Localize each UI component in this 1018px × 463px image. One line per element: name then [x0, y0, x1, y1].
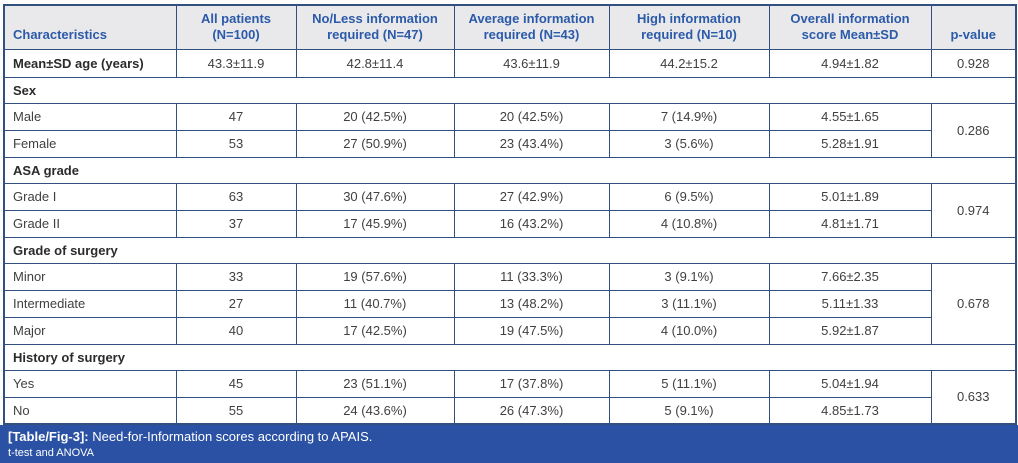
cell: 47 — [175, 102, 297, 131]
cell: 17 (42.5%) — [295, 316, 455, 345]
table-caption-text: Need-for-Information scores according to… — [88, 429, 373, 444]
apais-table-container: Characteristics All patients (N=100) No/… — [3, 4, 1017, 425]
cell: 55 — [175, 396, 297, 425]
section-row: ASA grade — [3, 156, 1017, 184]
cell: 5.04±1.94 — [768, 369, 932, 398]
col-header-all-patients: All patients (N=100) — [175, 4, 297, 50]
cell: 43.3±11.9 — [175, 48, 297, 78]
cell: 4.85±1.73 — [768, 396, 932, 425]
cell: 23 (51.1%) — [295, 369, 455, 398]
p-value-cell: 0.678 — [930, 262, 1017, 345]
cell: 45 — [175, 369, 297, 398]
cell: 6 (9.5%) — [608, 182, 770, 211]
table-row: Grade II 37 17 (45.9%) 16 (43.2%) 4 (10.… — [3, 209, 1016, 238]
cell: 5.92±1.87 — [768, 316, 932, 345]
cell: 19 (57.6%) — [295, 262, 455, 291]
cell: 27 (50.9%) — [295, 129, 455, 158]
cell: 40 — [175, 316, 297, 345]
cell: 43.6±11.9 — [453, 48, 610, 78]
cell: 24 (43.6%) — [295, 396, 455, 425]
cell: 20 (42.5%) — [453, 102, 610, 131]
cell: 33 — [175, 262, 297, 291]
table-caption-tag: [Table/Fig-3]: — [8, 429, 89, 444]
cell: 4.55±1.65 — [768, 102, 932, 131]
p-value-cell: 0.974 — [930, 182, 1017, 238]
col-header-no-less-info: No/Less information required (N=47) — [295, 4, 455, 50]
table-row: Yes 45 23 (51.1%) 17 (37.8%) 5 (11.1%) 5… — [3, 369, 1017, 425]
cell: 37 — [175, 209, 297, 238]
section-row: Grade of surgery — [3, 236, 1017, 264]
row-label: Grade II — [3, 209, 177, 238]
cell: 17 (37.8%) — [453, 369, 610, 398]
table-row: Major 40 17 (42.5%) 19 (47.5%) 4 (10.0%)… — [3, 316, 1016, 345]
cell: 63 — [175, 182, 297, 211]
cell: 19 (47.5%) — [453, 316, 610, 345]
section-label: Sex — [3, 76, 1017, 104]
cell: 20 (42.5%) — [295, 102, 455, 131]
table-caption-bar: [Table/Fig-3]: Need-for-Information scor… — [0, 425, 1018, 463]
cell: 5 (9.1%) — [608, 396, 770, 425]
cell: 11 (40.7%) — [295, 289, 455, 318]
cell: 27 (42.9%) — [453, 182, 610, 211]
col-header-overall-score: Overall information score Mean±SD — [768, 4, 932, 50]
row-label: Male — [3, 102, 177, 131]
cell: 17 (45.9%) — [295, 209, 455, 238]
cell: 3 (9.1%) — [608, 262, 770, 291]
apais-table: Characteristics All patients (N=100) No/… — [3, 4, 1017, 425]
col-header-p-value: p-value — [930, 4, 1017, 50]
cell: 26 (47.3%) — [453, 396, 610, 425]
cell: 4.81±1.71 — [768, 209, 932, 238]
header-row: Characteristics All patients (N=100) No/… — [3, 4, 1017, 50]
cell: 5.28±1.91 — [768, 129, 932, 158]
table-row: No 55 24 (43.6%) 26 (47.3%) 5 (9.1%) 4.8… — [3, 396, 1016, 425]
cell: 42.8±11.4 — [295, 48, 455, 78]
row-label: No — [3, 396, 177, 425]
row-label: Grade I — [3, 182, 177, 211]
section-label: Grade of surgery — [3, 236, 1017, 264]
col-header-average-info: Average information required (N=43) — [453, 4, 610, 50]
table-row: Female 53 27 (50.9%) 23 (43.4%) 3 (5.6%)… — [3, 129, 1016, 158]
row-label: Yes — [3, 369, 177, 398]
section-label: History of surgery — [3, 343, 1017, 371]
cell: 4.94±1.82 — [768, 48, 932, 78]
cell: 4 (10.8%) — [608, 209, 770, 238]
cell: 3 (11.1%) — [608, 289, 770, 318]
p-value-cell: 0.286 — [930, 102, 1017, 158]
cell: 23 (43.4%) — [453, 129, 610, 158]
cell: 27 — [175, 289, 297, 318]
table-row: Intermediate 27 11 (40.7%) 13 (48.2%) 3 … — [3, 289, 1016, 318]
table-caption-note: t-test and ANOVA — [8, 446, 95, 459]
row-label: Mean±SD age (years) — [3, 48, 177, 78]
section-label: ASA grade — [3, 156, 1017, 184]
table-caption: [Table/Fig-3]: Need-for-Information scor… — [8, 429, 1018, 446]
cell: 13 (48.2%) — [453, 289, 610, 318]
p-value-cell: 0.928 — [930, 48, 1017, 78]
cell: 11 (33.3%) — [453, 262, 610, 291]
cell: 44.2±15.2 — [608, 48, 770, 78]
cell: 53 — [175, 129, 297, 158]
cell: 7.66±2.35 — [768, 262, 932, 291]
cell: 30 (47.6%) — [295, 182, 455, 211]
section-row: History of surgery — [3, 343, 1017, 371]
row-label: Female — [3, 129, 177, 158]
table-row: Male 47 20 (42.5%) 20 (42.5%) 7 (14.9%) … — [3, 102, 1017, 158]
table-row: Minor 33 19 (57.6%) 11 (33.3%) 3 (9.1%) … — [3, 262, 1017, 345]
cell: 5.11±1.33 — [768, 289, 932, 318]
table-row: Mean±SD age (years) 43.3±11.9 42.8±11.4 … — [3, 48, 1017, 78]
cell: 7 (14.9%) — [608, 102, 770, 131]
row-label: Intermediate — [3, 289, 177, 318]
col-header-characteristics: Characteristics — [3, 4, 177, 50]
section-row: Sex — [3, 76, 1017, 104]
p-value-cell: 0.633 — [930, 369, 1017, 425]
row-label: Major — [3, 316, 177, 345]
cell: 5.01±1.89 — [768, 182, 932, 211]
col-header-high-info: High information required (N=10) — [608, 4, 770, 50]
cell: 4 (10.0%) — [608, 316, 770, 345]
cell: 16 (43.2%) — [453, 209, 610, 238]
cell: 3 (5.6%) — [608, 129, 770, 158]
cell: 5 (11.1%) — [608, 369, 770, 398]
table-row: Grade I 63 30 (47.6%) 27 (42.9%) 6 (9.5%… — [3, 182, 1017, 238]
row-label: Minor — [3, 262, 177, 291]
